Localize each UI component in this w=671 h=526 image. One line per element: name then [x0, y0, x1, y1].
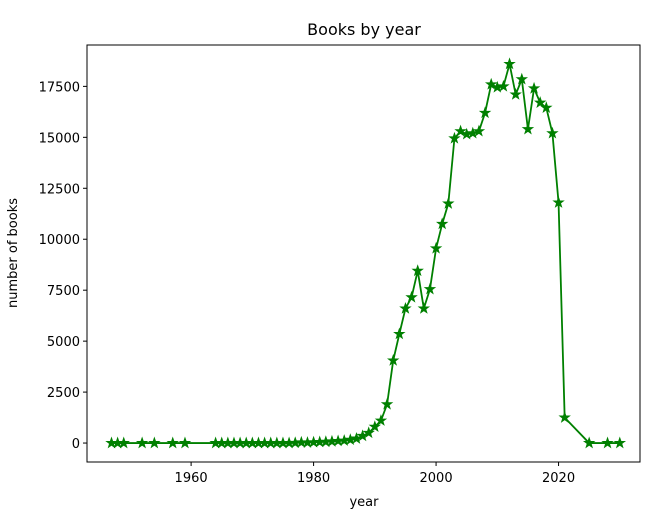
marker — [448, 131, 461, 144]
marker — [527, 81, 541, 94]
marker — [509, 88, 522, 100]
marker — [558, 411, 571, 423]
y-tick-label: 5000 — [47, 335, 80, 350]
marker — [613, 436, 627, 449]
marker — [148, 436, 161, 449]
x-tick-label: 2000 — [420, 471, 453, 486]
x-tick-label: 2020 — [542, 471, 575, 486]
y-tick-label: 12500 — [39, 182, 80, 197]
y-tick-label: 17500 — [39, 80, 80, 95]
y-tick-label: 7500 — [47, 284, 80, 299]
marker — [380, 397, 394, 410]
marker — [484, 77, 498, 90]
marker — [411, 264, 424, 277]
marker — [368, 420, 382, 433]
marker — [429, 241, 443, 254]
marker — [546, 126, 559, 139]
plot-frame — [86, 44, 641, 463]
marker — [515, 72, 529, 85]
y-tick-label: 15000 — [39, 131, 80, 146]
marker — [503, 57, 516, 70]
marker — [442, 197, 455, 209]
marker — [601, 436, 614, 449]
marker — [533, 96, 547, 108]
marker — [454, 124, 467, 137]
marker — [374, 414, 388, 426]
marker — [178, 436, 192, 449]
x-axis-label: year — [349, 495, 379, 510]
marker — [350, 432, 363, 444]
marker — [387, 353, 400, 366]
line — [111, 63, 620, 444]
marker — [417, 302, 431, 314]
marker — [435, 217, 449, 230]
y-tick-label: 2500 — [47, 386, 80, 401]
marker — [117, 436, 130, 449]
marker — [405, 290, 418, 303]
marker — [552, 196, 565, 208]
y-axis-label: number of books — [6, 198, 21, 308]
marker — [521, 122, 535, 135]
marker — [135, 436, 149, 449]
marker — [582, 436, 596, 449]
chart-title: Books by year — [307, 20, 421, 39]
marker — [399, 302, 412, 314]
marker — [540, 101, 553, 114]
x-tick-label: 1960 — [175, 471, 208, 486]
marker — [362, 426, 375, 439]
marker — [497, 79, 510, 92]
y-tick-label: 0 — [72, 437, 80, 452]
marker — [478, 106, 492, 119]
x-tick-label: 1980 — [297, 471, 330, 486]
marker — [393, 327, 406, 340]
y-tick-label: 10000 — [39, 233, 80, 248]
marker — [423, 282, 437, 295]
marker — [166, 436, 179, 449]
marker — [472, 124, 486, 137]
